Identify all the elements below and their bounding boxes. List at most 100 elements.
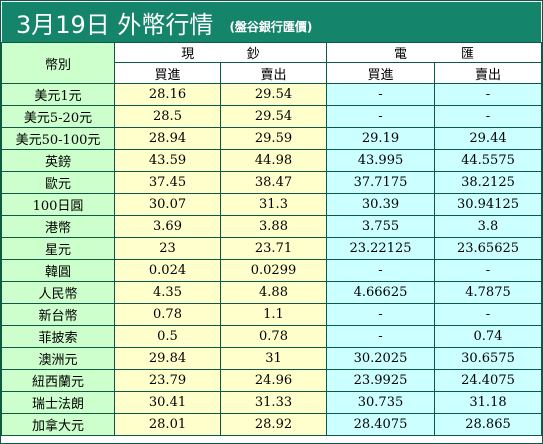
tt-buy-value: - (326, 325, 435, 348)
cash-buy-value: 28.01 (114, 413, 221, 436)
tt-group-label-2: 匯 (460, 47, 474, 62)
tt-sell-value: - (434, 259, 542, 282)
cash-sell-value: 29.54 (220, 83, 327, 106)
tt-buy-value: 30.735 (326, 391, 435, 414)
currency-name: 港幣 (1, 215, 115, 238)
table-row: 美元50-100元 28.94 29.59 29.19 29.44 (1, 127, 542, 150)
tt-sell-value: - (434, 83, 542, 106)
cash-buy-value: 3.69 (114, 215, 221, 238)
cash-buy-value: 29.84 (114, 347, 221, 370)
cash-sell-value: 31.3 (220, 193, 327, 216)
table-row: 英鎊 43.59 44.98 43.995 44.5575 (1, 149, 542, 172)
cash-sell-value: 24.96 (220, 369, 327, 392)
cash-sell-value: 4.88 (220, 281, 327, 304)
cash-buy-value: 0.5 (114, 325, 221, 348)
table-row: 100日圓 30.07 31.3 30.39 30.94125 (1, 193, 542, 216)
tt-sell-value: 0.74 (434, 325, 542, 348)
tt-sell-value: 30.94125 (434, 193, 542, 216)
currency-name: 澳洲元 (1, 347, 115, 370)
tt-buy-value: 29.19 (326, 127, 435, 150)
cash-sell-value: 31.33 (220, 391, 327, 414)
tt-sell-value: 23.65625 (434, 237, 542, 260)
table-row: 港幣 3.69 3.88 3.755 3.8 (1, 215, 542, 238)
currency-name: 新台幣 (1, 303, 115, 326)
currency-name: 菲披索 (1, 325, 115, 348)
cash-buy-value: 23.79 (114, 369, 221, 392)
cash-sell-value: 29.59 (220, 127, 327, 150)
tt-buy-value: 43.995 (326, 149, 435, 172)
cash-sell-value: 3.88 (220, 215, 327, 238)
currency-name: 美元1元 (1, 83, 115, 106)
table-header-row-sub: 買進 賣出 買進 賣出 (2, 62, 542, 84)
cash-buy-value: 0.024 (114, 259, 221, 282)
tt-buy-value: 30.2025 (326, 347, 435, 370)
currency-name: 100日圓 (1, 193, 115, 216)
table-row: 加拿大元 28.01 28.92 28.4075 28.865 (1, 413, 542, 436)
table-header-row-groups: 幣別 現 鈔 電 匯 (1, 42, 542, 84)
page-title: 3月19日 外幣行情 (16, 10, 214, 39)
cash-buy-value: 28.5 (114, 105, 221, 128)
cash-group-label-1: 現 (181, 47, 195, 62)
tt-sell-value: 44.5575 (434, 149, 542, 172)
cash-buy-value: 23 (114, 237, 221, 260)
cash-sell-value: 1.1 (220, 303, 327, 326)
currency-name: 加拿大元 (1, 413, 115, 436)
cash-buy-value: 28.16 (114, 83, 221, 106)
cash-sell-value: 23.71 (220, 237, 327, 260)
table-row: 星元 23 23.71 23.22125 23.65625 (1, 237, 542, 260)
tt-sell-value: - (434, 303, 542, 326)
currency-name: 韓圓 (1, 259, 115, 282)
tt-buy-value: - (326, 105, 435, 128)
table-row: 美元5-20元 28.5 29.54- - (1, 105, 542, 128)
tt-buy-value: 30.39 (326, 193, 435, 216)
tt-sell-value: 29.44 (434, 127, 542, 150)
tt-sell-value: 28.865 (434, 413, 542, 436)
currency-name: 星元 (1, 237, 115, 260)
table-row: 人民幣 4.35 4.88 4.66625 4.7875 (1, 281, 542, 304)
cash-buy-value: 4.35 (114, 281, 221, 304)
tt-sell-value: 38.2125 (434, 171, 542, 194)
currency-column-header: 幣別 (1, 42, 115, 84)
table-row: 美元1元 28.16 29.54- - (1, 83, 542, 106)
table-row: 瑞士法朗 30.41 31.33 30.735 31.18 (1, 391, 542, 414)
tt-sell-value: 3.8 (434, 215, 542, 238)
cash-buy-value: 28.94 (114, 127, 221, 150)
tt-group-header: 電 匯 (326, 42, 542, 63)
currency-name: 美元50-100元 (1, 127, 115, 150)
currency-name: 美元5-20元 (1, 105, 115, 128)
currency-name: 人民幣 (1, 281, 115, 304)
cash-sell-value: 38.47 (220, 171, 327, 194)
table-row: 新台幣 0.78 1.1- - (1, 303, 542, 326)
cash-buy-value: 0.78 (114, 303, 221, 326)
tt-buy-value: 28.4075 (326, 413, 435, 436)
currency-name: 瑞士法朗 (1, 391, 115, 414)
currency-name: 歐元 (1, 171, 115, 194)
table-row: 菲披索 0.5 0.78-0.74 (1, 325, 542, 348)
table-row: 紐西蘭元 23.79 24.96 23.9925 24.4075 (1, 369, 542, 392)
cash-group-label-2: 鈔 (246, 47, 260, 62)
cash-buy-header: 買進 (114, 62, 221, 84)
exchange-rate-table: 幣別 現 鈔 電 匯 買進 賣出 買進 賣出 美元1元 28.16 29.54- - 美… (1, 42, 542, 436)
cash-sell-value: 44.98 (220, 149, 327, 172)
cash-sell-value: 0.0299 (220, 259, 327, 282)
cash-sell-value: 28.92 (220, 413, 327, 436)
cash-sell-value: 31 (220, 347, 327, 370)
tt-sell-value: 4.7875 (434, 281, 542, 304)
tt-buy-value: - (326, 259, 435, 282)
title-bar: 3月19日 外幣行情 (盤谷銀行匯價) (2, 2, 541, 42)
tt-buy-value: 23.9925 (326, 369, 435, 392)
tt-sell-header: 賣出 (434, 62, 542, 84)
cash-sell-value: 0.78 (220, 325, 327, 348)
table-row: 韓圓 0.024 0.0299- - (1, 259, 542, 282)
table-row: 歐元 37.45 38.47 37.7175 38.2125 (1, 171, 542, 194)
cash-buy-value: 30.07 (114, 193, 221, 216)
tt-sell-value: 30.6575 (434, 347, 542, 370)
tt-group-label-1: 電 (393, 47, 407, 62)
tt-sell-value: 31.18 (434, 391, 542, 414)
tt-buy-value: 37.7175 (326, 171, 435, 194)
tt-buy-value: 4.66625 (326, 281, 435, 304)
currency-name: 英鎊 (1, 149, 115, 172)
cash-sell-value: 29.54 (220, 105, 327, 128)
cash-sell-header: 賣出 (220, 62, 327, 84)
cash-group-header: 現 鈔 (114, 42, 327, 63)
